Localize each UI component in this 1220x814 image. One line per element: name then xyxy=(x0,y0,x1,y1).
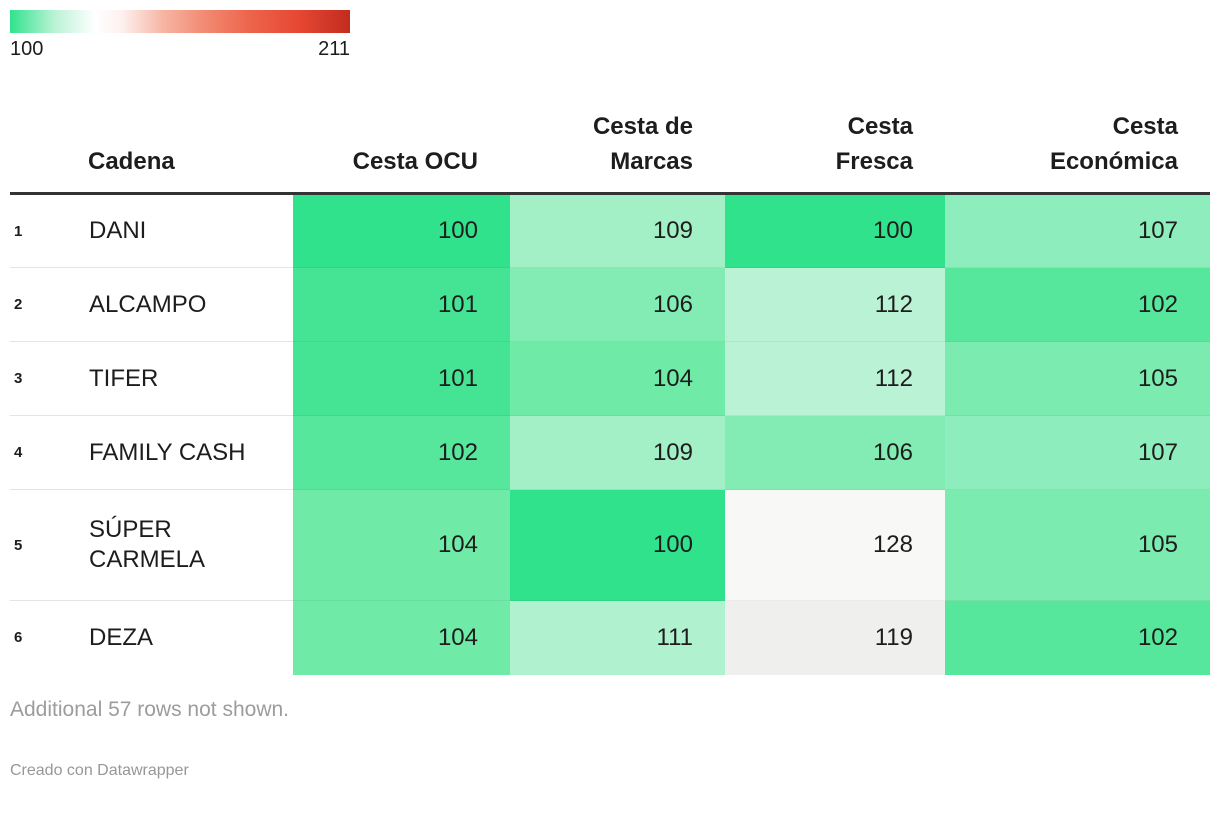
cell-cesta-economica: 107 xyxy=(945,193,1210,268)
heatmap-table: Cadena Cesta OCU Cesta de Marcas Cesta F… xyxy=(10,109,1210,675)
cell-cesta-fresca: 100 xyxy=(725,193,945,268)
cell-cesta-ocu: 102 xyxy=(293,415,510,490)
row-name: DEZA xyxy=(88,600,293,675)
table-header: Cadena Cesta OCU Cesta de Marcas Cesta F… xyxy=(10,109,1210,195)
cell-cesta-de-marcas: 100 xyxy=(510,489,725,601)
row-rank: 5 xyxy=(10,489,88,601)
cell-cesta-fresca: 128 xyxy=(725,489,945,601)
cell-cesta-de-marcas: 104 xyxy=(510,341,725,416)
row-rank: 1 xyxy=(14,222,23,240)
header-cadena: Cadena xyxy=(88,109,293,195)
table-row: 5 SÚPER CARMELA 104 100 128 105 xyxy=(10,489,1210,601)
cell-cesta-de-marcas: 109 xyxy=(510,193,725,268)
cell-cesta-economica: 102 xyxy=(945,600,1210,675)
table-row: 4 FAMILY CASH 102 109 106 107 xyxy=(10,415,1210,490)
cell-cesta-ocu: 101 xyxy=(293,267,510,342)
row-name: ALCAMPO xyxy=(88,267,293,342)
cell-cesta-ocu: 101 xyxy=(293,341,510,416)
header-cesta-ocu: Cesta OCU xyxy=(293,109,510,195)
color-legend: 100 211 xyxy=(10,10,350,61)
rows-not-shown-note: Additional 57 rows not shown. xyxy=(10,697,289,721)
cell-cesta-economica: 105 xyxy=(945,489,1210,601)
table-row: 6 DEZA 104 111 119 102 xyxy=(10,600,1210,675)
cell-cesta-economica: 102 xyxy=(945,267,1210,342)
row-rank: 4 xyxy=(10,415,88,490)
color-legend-labels: 100 211 xyxy=(10,37,350,61)
cell-cesta-ocu: 100 xyxy=(293,193,510,268)
datawrapper-credit-link[interactable]: Creado con Datawrapper xyxy=(10,761,189,779)
header-rank xyxy=(10,109,88,195)
cell-cesta-fresca: 119 xyxy=(725,600,945,675)
cell-cesta-ocu: 104 xyxy=(293,489,510,601)
legend-min-label: 100 xyxy=(10,38,44,60)
table-row: 2 ALCAMPO 101 106 112 102 xyxy=(10,267,1210,342)
cell-cesta-fresca: 112 xyxy=(725,267,945,342)
cell-cesta-economica: 107 xyxy=(945,415,1210,490)
cell-cesta-fresca: 112 xyxy=(725,341,945,416)
row-name: TIFER xyxy=(88,341,293,416)
header-cesta-de-marcas: Cesta de Marcas xyxy=(510,109,725,195)
cell-cesta-de-marcas: 109 xyxy=(510,415,725,490)
cell-cesta-ocu: 104 xyxy=(293,600,510,675)
cell-cesta-economica: 105 xyxy=(945,341,1210,416)
row-name: FAMILY CASH xyxy=(88,415,293,490)
table-row: 1 DANI 100 109 100 107 xyxy=(10,193,1210,268)
row-name: SÚPER CARMELA xyxy=(88,489,293,601)
header-cesta-fresca: Cesta Fresca xyxy=(725,109,945,195)
cell-cesta-de-marcas: 106 xyxy=(510,267,725,342)
cell-cesta-fresca: 106 xyxy=(725,415,945,490)
cell-cesta-de-marcas: 111 xyxy=(510,600,725,675)
header-cesta-economica: Cesta Económica xyxy=(945,109,1210,195)
row-rank: 3 xyxy=(10,341,88,416)
page: 100 211 Cadena Cesta OCU Cesta de Marcas… xyxy=(10,10,1210,779)
row-rank: 2 xyxy=(10,267,88,342)
row-name: DANI xyxy=(89,217,147,244)
legend-max-label: 211 xyxy=(318,38,350,60)
row-rank: 6 xyxy=(10,600,88,675)
color-legend-gradient-bar xyxy=(10,10,350,33)
table-row: 3 TIFER 101 104 112 105 xyxy=(10,341,1210,416)
